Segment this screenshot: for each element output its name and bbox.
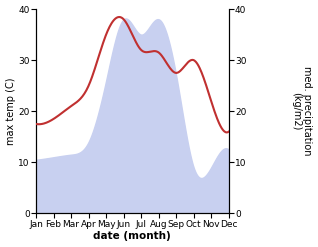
X-axis label: date (month): date (month) (93, 231, 171, 242)
Y-axis label: max temp (C): max temp (C) (5, 78, 16, 145)
Y-axis label: med. precipitation
(kg/m2): med. precipitation (kg/m2) (291, 66, 313, 156)
